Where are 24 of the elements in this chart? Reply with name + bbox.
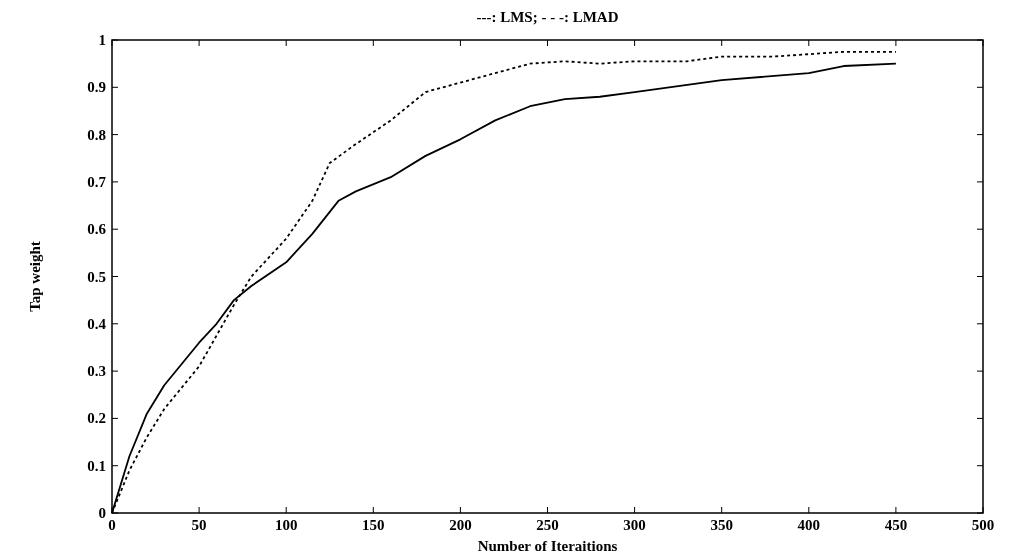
x-tick-label: 250 xyxy=(536,517,559,533)
y-tick-label: 0 xyxy=(98,505,106,521)
x-tick-label: 500 xyxy=(971,517,995,533)
y-tick-label: 0.3 xyxy=(87,363,106,380)
y-tick-label: 0.5 xyxy=(87,268,106,285)
x-tick-label: 300 xyxy=(623,517,646,533)
x-tick-label: 150 xyxy=(362,517,385,533)
y-tick-label: 0.2 xyxy=(87,410,106,427)
chart-title: ---: LMS; - - -: LMAD xyxy=(476,9,619,25)
y-tick-label: 0.4 xyxy=(87,315,107,332)
y-tick-label: 1 xyxy=(98,32,106,48)
x-tick-label: 200 xyxy=(449,517,472,533)
y-tick-label: 0.1 xyxy=(87,457,106,474)
x-tick-label: 450 xyxy=(884,517,908,533)
y-tick-label: 0.9 xyxy=(87,79,106,96)
y-tick-label: 0.7 xyxy=(87,173,107,190)
x-tick-label: 100 xyxy=(274,517,298,533)
x-tick-label: 350 xyxy=(710,517,733,533)
x-tick-label: 50 xyxy=(191,517,207,533)
y-tick-label: 0.6 xyxy=(87,221,107,238)
x-axis-title: Number of Iteraitions xyxy=(477,538,618,553)
x-tick-label: 400 xyxy=(797,517,821,533)
y-axis-title: Tap weight xyxy=(27,241,43,312)
y-tick-label: 0.8 xyxy=(87,126,106,143)
